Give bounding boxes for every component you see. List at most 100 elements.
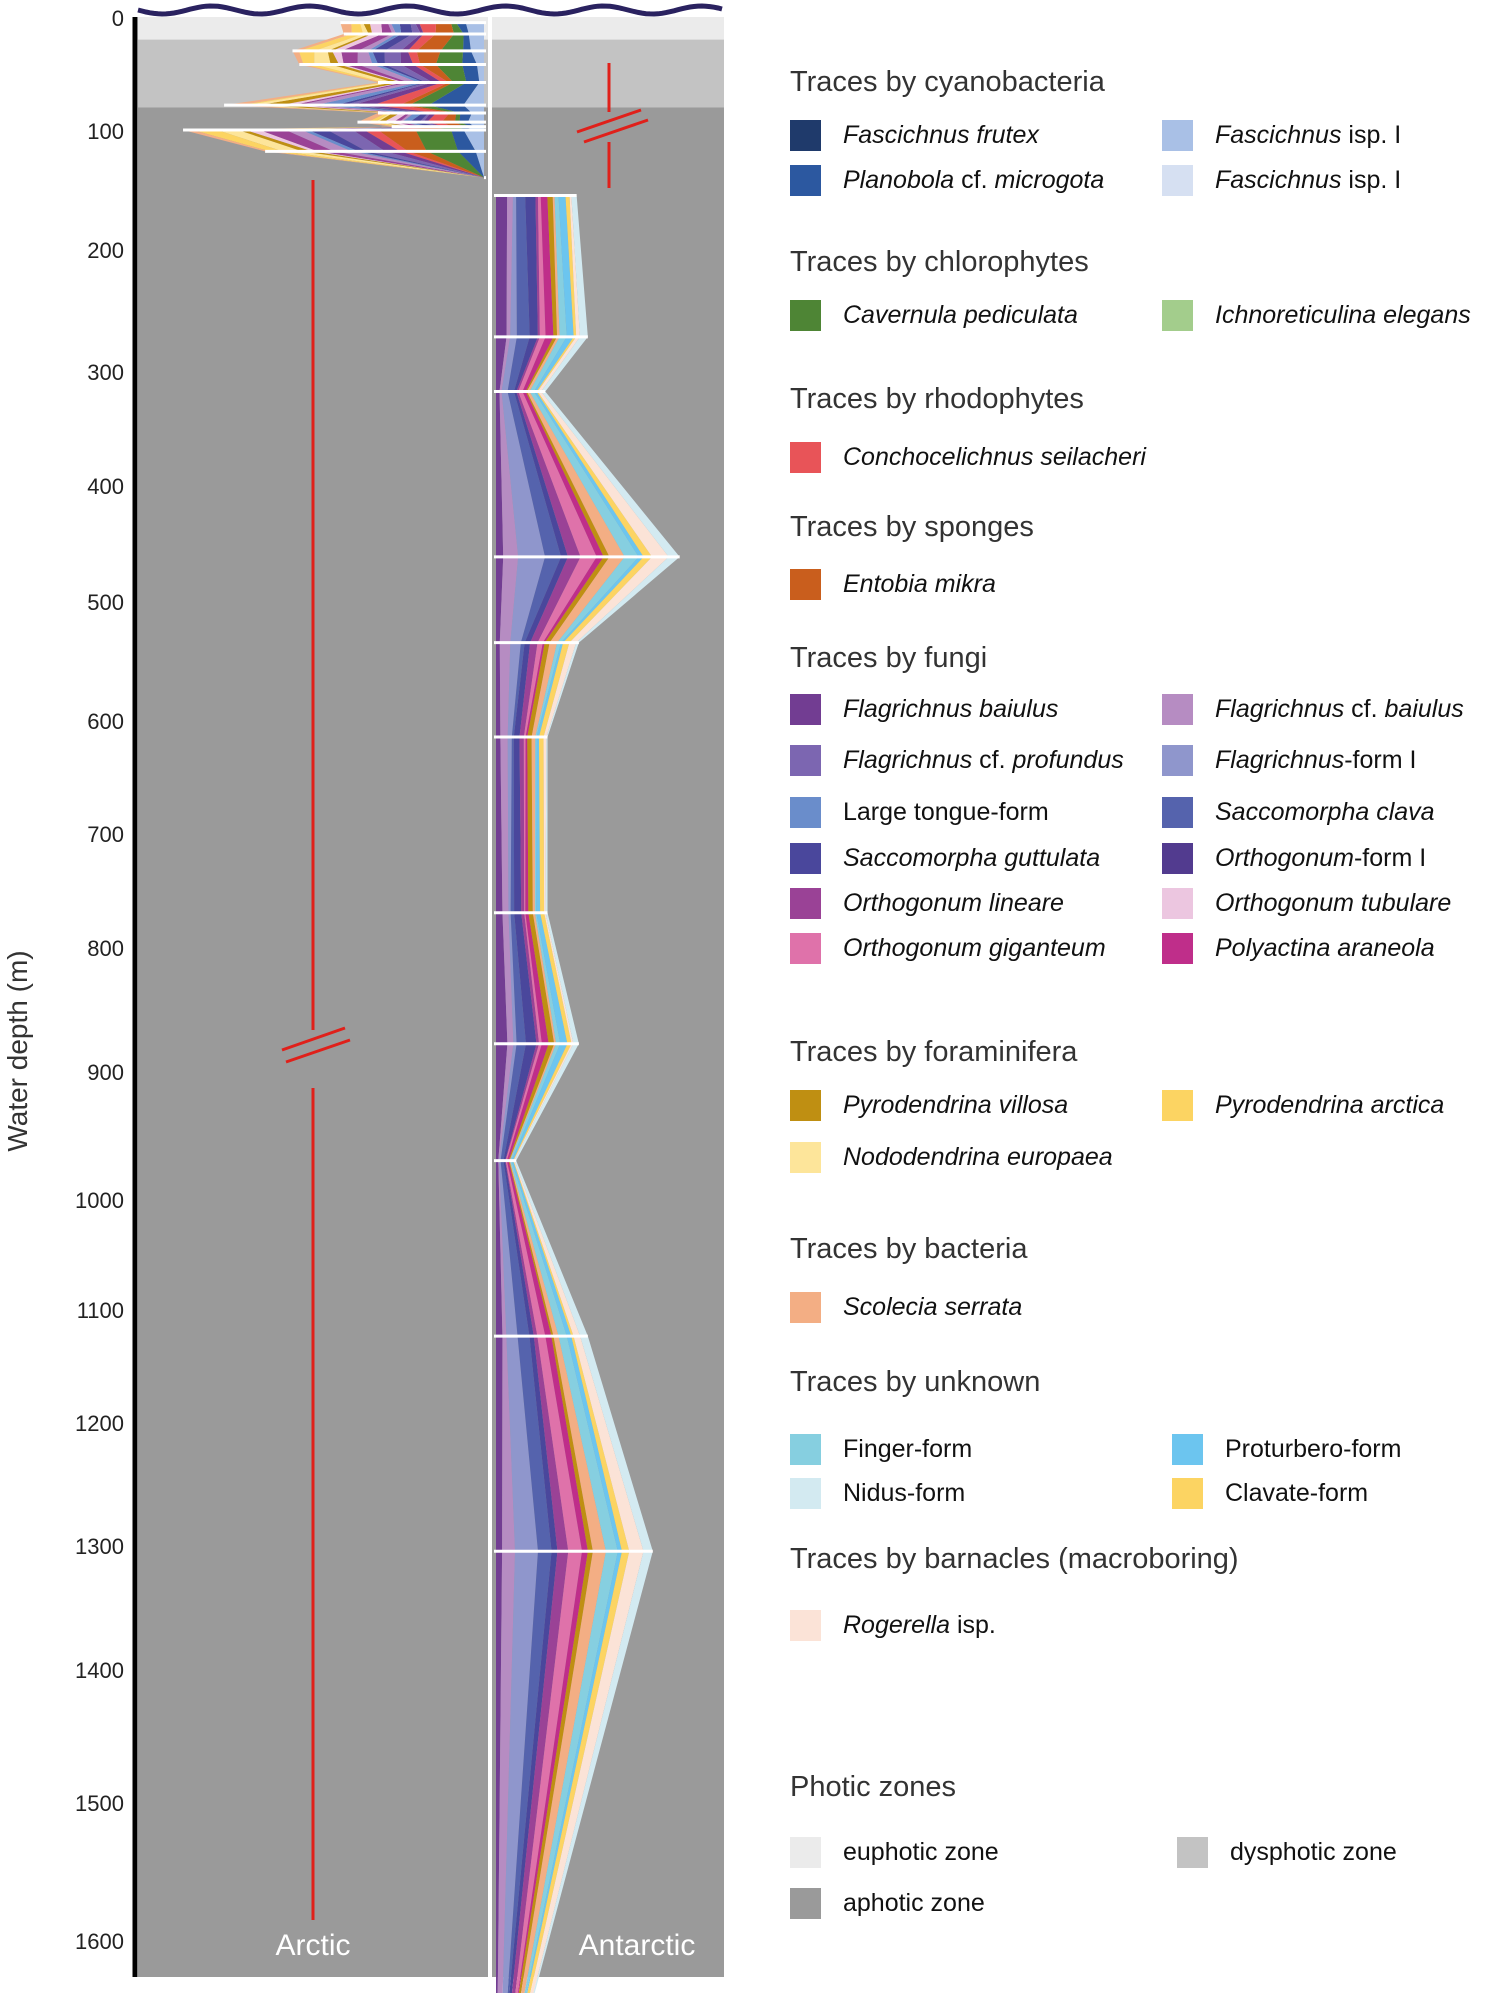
legend-swatch	[790, 1478, 821, 1509]
legend-label: Ichnoreticulina elegans	[1215, 301, 1471, 329]
legend-item: Orthogonum giganteum	[790, 933, 1106, 964]
legend-swatch	[790, 745, 821, 776]
photic-zone-backgrounds	[138, 17, 724, 1977]
y-axis: 0 100 200 300 400 500 600 700 800 900 1000 1100 1200…	[75, 6, 138, 1977]
legend-label: Orthogonum tubulare	[1215, 889, 1452, 917]
legend-label: Entobia mikra	[843, 570, 996, 598]
legend-item: Clavate-form	[1172, 1478, 1368, 1509]
legend-item: Fascichnus isp. I	[1162, 165, 1401, 196]
legend-group-title: Photic zones	[790, 1771, 957, 1803]
legend-swatch	[1162, 843, 1193, 874]
legend-swatch	[790, 694, 821, 725]
legend-label: Flagrichnus cf. profundus	[843, 746, 1124, 774]
legend-label: Orthogonum giganteum	[843, 934, 1106, 962]
legend-label: Scolecia serrata	[843, 1293, 1023, 1321]
y-tick-label: 500	[87, 590, 124, 615]
y-tick-label: 1100	[77, 1298, 124, 1323]
sample-depth-lines	[183, 17, 680, 1977]
y-tick-label: 0	[112, 6, 124, 31]
legend-item: dysphotic zone	[1177, 1837, 1397, 1868]
legend-item: aphotic zone	[790, 1888, 985, 1919]
arctic-layer-flagrichnus-baiulus	[352, 22, 484, 178]
legend-swatch	[1162, 300, 1193, 331]
legend-label: Planobola cf. microgota	[843, 166, 1105, 194]
panel-label-antarctic: Antarctic	[579, 1929, 696, 1962]
legend-swatch	[1162, 933, 1193, 964]
legend-item: Flagrichnus cf. baiulus	[1162, 694, 1464, 725]
legend-swatch	[1162, 120, 1193, 151]
panel-labels: Arctic Antarctic	[276, 1929, 696, 1962]
legend-swatch	[790, 165, 821, 196]
legend-label: Nododendrina europaea	[843, 1143, 1113, 1171]
legend-group-title: Traces by bacteria	[790, 1233, 1028, 1265]
antarctic-layer-flagrichnus-form-i	[499, 195, 546, 1993]
y-tick-label: 1000	[75, 1188, 124, 1213]
legend-item: Orthogonum lineare	[790, 888, 1064, 919]
y-axis-title: Water depth (m)	[2, 950, 33, 1152]
antarctic-profile	[496, 195, 680, 1993]
legend-item: Flagrichnus cf. profundus	[790, 745, 1124, 776]
legend-label: Flagrichnus baiulus	[843, 695, 1059, 723]
legend-label: Fascichnus frutex	[843, 121, 1039, 149]
y-tick-label: 200	[87, 238, 124, 263]
legend-item: Polyactina araneola	[1162, 933, 1435, 964]
legend-swatch	[790, 442, 821, 473]
legend-swatch	[1162, 1090, 1193, 1121]
legend-group-title: Traces by chlorophytes	[790, 246, 1089, 278]
legend-swatch	[790, 569, 821, 600]
legend-group-title: Traces by foraminifera	[790, 1036, 1078, 1068]
legend-swatch	[1162, 797, 1193, 828]
legend-label: Flagrichnus cf. baiulus	[1215, 695, 1464, 723]
legend-item: Rogerella isp.	[790, 1610, 996, 1641]
legend-item: Entobia mikra	[790, 569, 996, 600]
antarctic-layer-saccomorpha-clava	[500, 195, 562, 1993]
y-tick-label: 700	[87, 822, 124, 847]
legend-swatch	[790, 1090, 821, 1121]
legend-swatch	[790, 797, 821, 828]
legend-swatch	[790, 1837, 821, 1868]
legend-swatch	[790, 120, 821, 151]
legend-item: Pyrodendrina villosa	[790, 1090, 1068, 1121]
arctic-layer-entobia-mikra	[378, 22, 484, 178]
y-tick-label: 1300	[75, 1534, 124, 1559]
legend: Traces by cyanobacteria Fascichnus frutex…	[790, 0, 1489, 1993]
legend-swatch	[1177, 1837, 1208, 1868]
legend-label: Orthogonum lineare	[843, 889, 1064, 917]
legend-swatch	[1172, 1434, 1203, 1465]
antarctic-layer-scolecia-serrata	[509, 195, 625, 1993]
antarctic-layer-orthogonum-lineare	[505, 195, 581, 1993]
y-tick-label: 300	[87, 360, 124, 385]
y-tick-label: 1600	[75, 1929, 124, 1954]
arctic-layer-flagrichnus-cf-baiulus	[285, 22, 484, 178]
axis-break-marks	[281, 63, 649, 1920]
legend-label: Proturbero-form	[1225, 1435, 1402, 1463]
arctic-layer-cavernula-pediculata	[409, 22, 484, 178]
legend-group-title: Traces by fungi	[790, 642, 988, 674]
legend-group-title: Traces by cyanobacteria	[790, 66, 1105, 98]
legend-item: Planobola cf. microgota	[790, 165, 1104, 196]
y-tick-label: 600	[87, 709, 124, 734]
legend-swatch	[790, 888, 821, 919]
legend-label: Fascichnus isp. I	[1215, 121, 1402, 149]
y-tick-label: 1500	[75, 1791, 124, 1816]
legend-label: Cavernula pediculata	[843, 301, 1078, 329]
legend-label: aphotic zone	[843, 1889, 985, 1917]
legend-group-title: Traces by sponges	[790, 511, 1034, 543]
legend-label: Pyrodendrina arctica	[1215, 1091, 1445, 1119]
legend-item: Finger-form	[790, 1434, 972, 1465]
legend-group-title: Traces by barnacles (macroboring)	[790, 1543, 1239, 1575]
legend-group-title: Traces by unknown	[790, 1366, 1041, 1398]
arctic-break-mark	[285, 1038, 351, 1064]
antarctic-layer-rogerella-isp-	[513, 195, 669, 1993]
antarctic-layer-orthogonum-giganteum	[505, 195, 597, 1993]
legend-swatch	[790, 843, 821, 874]
legend-swatch	[790, 1292, 821, 1323]
legend-label: Pyrodendrina villosa	[843, 1091, 1069, 1119]
legend-item: Ichnoreticulina elegans	[1162, 300, 1471, 331]
legend-label: Rogerella isp.	[843, 1611, 996, 1639]
legend-label: Conchocelichnus seilacheri	[843, 443, 1146, 471]
legend-item: Large tongue-form	[790, 797, 1049, 828]
legend-label: Saccomorpha clava	[1215, 798, 1435, 826]
legend-swatch	[1162, 165, 1193, 196]
antarctic-layer-flagrichnus-baiulus	[496, 195, 508, 1993]
